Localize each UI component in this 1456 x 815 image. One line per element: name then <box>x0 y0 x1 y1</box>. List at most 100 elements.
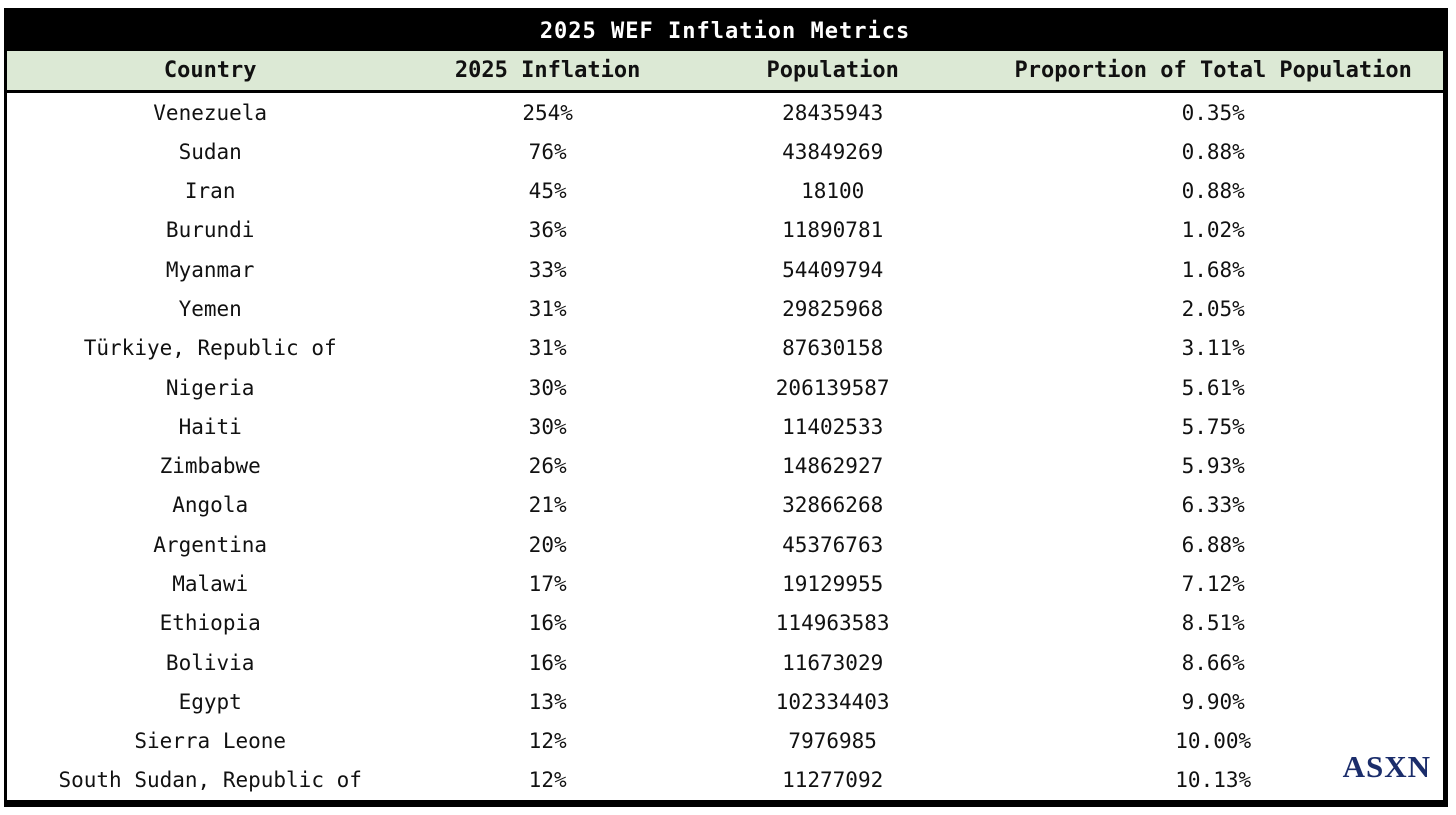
cell-country: Yemen <box>178 297 242 322</box>
cell-proportion: 6.88% <box>1181 532 1245 557</box>
cell-country: Angola <box>172 493 249 518</box>
cell-country: Ethiopia <box>159 611 261 636</box>
table-header-row: Country 2025 Inflation Population Propor… <box>7 51 1443 93</box>
cell-inflation: 45% <box>528 179 567 204</box>
cell-population: 87630158 <box>782 336 884 361</box>
cell-proportion: 6.33% <box>1181 493 1245 518</box>
cell-inflation: 16% <box>528 611 567 636</box>
table-row: Venezuela 254% 28435943 0.35% <box>7 93 1443 132</box>
cell-inflation: 17% <box>528 572 567 597</box>
cell-inflation: 30% <box>528 375 567 400</box>
cell-inflation: 254% <box>522 100 573 125</box>
cell-population: 11890781 <box>782 218 884 243</box>
cell-country: Haiti <box>178 414 242 439</box>
cell-proportion: 9.90% <box>1181 689 1245 714</box>
cell-population: 102334403 <box>775 689 890 714</box>
cell-inflation: 33% <box>528 257 567 282</box>
table-title: 2025 WEF Inflation Metrics <box>539 18 911 44</box>
cell-proportion: 2.05% <box>1181 297 1245 322</box>
cell-country: Myanmar <box>165 257 255 282</box>
cell-country: Sierra Leone <box>134 729 287 754</box>
cell-proportion: 1.68% <box>1181 257 1245 282</box>
cell-inflation: 12% <box>528 768 567 793</box>
cell-proportion: 0.88% <box>1181 139 1245 164</box>
cell-proportion: 0.88% <box>1181 179 1245 204</box>
column-header-inflation: 2025 Inflation <box>454 58 641 83</box>
cell-inflation: 30% <box>528 414 567 439</box>
cell-inflation: 36% <box>528 218 567 243</box>
table-title-bar: 2025 WEF Inflation Metrics <box>7 11 1443 51</box>
cell-country: Türkiye, Republic of <box>83 336 337 361</box>
column-header-proportion: Proportion of Total Population <box>1014 58 1412 83</box>
table-row: Sierra Leone 12% 7976985 10.00% <box>7 722 1443 761</box>
cell-inflation: 26% <box>528 454 567 479</box>
cell-inflation: 31% <box>528 336 567 361</box>
table-row: Egypt 13% 102334403 9.90% <box>7 682 1443 721</box>
cell-country: Argentina <box>153 532 268 557</box>
cell-population: 32866268 <box>782 493 884 518</box>
cell-inflation: 76% <box>528 139 567 164</box>
table-body: Venezuela 254% 28435943 0.35% Sudan 76% 438492… <box>7 93 1443 800</box>
cell-population: 7976985 <box>788 729 877 754</box>
cell-country: Burundi <box>165 218 255 243</box>
table-row: Zimbabwe 26% 14862927 5.93% <box>7 447 1443 486</box>
cell-population: 28435943 <box>782 100 884 125</box>
cell-population: 43849269 <box>782 139 884 164</box>
cell-country: Sudan <box>178 139 242 164</box>
cell-inflation: 12% <box>528 729 567 754</box>
cell-country: Iran <box>184 179 236 204</box>
cell-country: South Sudan, Republic of <box>58 768 362 793</box>
cell-population: 11277092 <box>782 768 884 793</box>
cell-country: Venezuela <box>153 100 268 125</box>
cell-inflation: 31% <box>528 297 567 322</box>
table-row: Ethiopia 16% 114963583 8.51% <box>7 604 1443 643</box>
table-row: Iran 45% 18100 0.88% <box>7 172 1443 211</box>
cell-proportion: 8.51% <box>1181 611 1245 636</box>
table-row: Myanmar 33% 54409794 1.68% <box>7 250 1443 289</box>
cell-population: 29825968 <box>782 297 884 322</box>
cell-population: 18100 <box>801 179 865 204</box>
cell-population: 114963583 <box>775 611 890 636</box>
cell-inflation: 16% <box>528 650 567 675</box>
cell-population: 11402533 <box>782 414 884 439</box>
table-row: Nigeria 30% 206139587 5.61% <box>7 368 1443 407</box>
cell-country: Nigeria <box>165 375 255 400</box>
cell-country: Malawi <box>172 572 249 597</box>
table-row: Argentina 20% 45376763 6.88% <box>7 525 1443 564</box>
column-header-country: Country <box>163 58 257 83</box>
cell-proportion: 3.11% <box>1181 336 1245 361</box>
cell-inflation: 13% <box>528 689 567 714</box>
table-row: Bolivia 16% 11673029 8.66% <box>7 643 1443 682</box>
column-header-population: Population <box>766 58 899 83</box>
cell-proportion: 8.66% <box>1181 650 1245 675</box>
cell-population: 19129955 <box>782 572 884 597</box>
cell-proportion: 1.02% <box>1181 218 1245 243</box>
cell-population: 11673029 <box>782 650 884 675</box>
table-row: Haiti 30% 11402533 5.75% <box>7 407 1443 446</box>
cell-population: 45376763 <box>782 532 884 557</box>
table-row: Malawi 17% 19129955 7.12% <box>7 564 1443 603</box>
cell-proportion: 10.13% <box>1175 768 1252 793</box>
table-row: Burundi 36% 11890781 1.02% <box>7 211 1443 250</box>
cell-proportion: 10.00% <box>1175 729 1252 754</box>
cell-inflation: 20% <box>528 532 567 557</box>
cell-population: 14862927 <box>782 454 884 479</box>
cell-proportion: 5.61% <box>1181 375 1245 400</box>
table-row: Sudan 76% 43849269 0.88% <box>7 132 1443 171</box>
table-row: Yemen 31% 29825968 2.05% <box>7 289 1443 328</box>
cell-proportion: 5.93% <box>1181 454 1245 479</box>
inflation-metrics-table: 2025 WEF Inflation Metrics Country 2025 … <box>4 8 1448 807</box>
cell-inflation: 21% <box>528 493 567 518</box>
cell-proportion: 0.35% <box>1181 100 1245 125</box>
cell-country: Zimbabwe <box>159 454 261 479</box>
asxn-logo: ASXN <box>1342 749 1431 784</box>
table-row: Angola 21% 32866268 6.33% <box>7 486 1443 525</box>
table-row: South Sudan, Republic of 12% 11277092 10.13… <box>7 761 1443 800</box>
cell-country: Egypt <box>178 689 242 714</box>
cell-population: 54409794 <box>782 257 884 282</box>
cell-country: Bolivia <box>165 650 255 675</box>
cell-population: 206139587 <box>775 375 890 400</box>
table-row: Türkiye, Republic of 31% 87630158 3.11% <box>7 329 1443 368</box>
cell-proportion: 7.12% <box>1181 572 1245 597</box>
